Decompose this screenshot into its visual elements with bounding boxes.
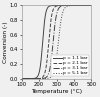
p = 3.1 bar: [89, 5, 90, 6]
Line: p = 5.1 bar: p = 5.1 bar: [22, 5, 92, 79]
p = 1.1 bar: [55, 5, 56, 6]
p = 5.1 bar: [55, 64, 56, 65]
Y-axis label: Conversion (-): Conversion (-): [4, 21, 8, 63]
p = 1.1 bar: [25, 78, 26, 79]
p = 3.1 bar: [76, 5, 77, 6]
Legend: p = 1.1 bar, p = 2.1 bar, p = 3.1 bar, p = 5.1 bar: p = 1.1 bar, p = 2.1 bar, p = 3.1 bar, p…: [51, 55, 89, 76]
p = 2.1 bar: [91, 5, 92, 6]
p = 5.1 bar: [25, 78, 26, 79]
p = 1.1 bar: [89, 5, 90, 6]
p = 5.1 bar: [21, 78, 22, 79]
p = 2.1 bar: [89, 5, 90, 6]
p = 3.1 bar: [55, 19, 56, 20]
p = 3.1 bar: [53, 34, 54, 36]
X-axis label: Temperature (°C): Temperature (°C): [31, 89, 82, 94]
p = 3.1 bar: [21, 78, 22, 79]
p = 1.1 bar: [89, 5, 90, 6]
p = 5.1 bar: [89, 5, 90, 6]
p = 5.1 bar: [76, 5, 77, 6]
Line: p = 1.1 bar: p = 1.1 bar: [22, 5, 92, 79]
p = 1.1 bar: [21, 78, 22, 79]
p = 2.1 bar: [25, 78, 26, 79]
p = 2.1 bar: [76, 5, 77, 6]
p = 5.1 bar: [53, 72, 54, 73]
p = 1.1 bar: [91, 5, 92, 6]
p = 2.1 bar: [53, 8, 54, 9]
p = 2.1 bar: [55, 6, 56, 7]
p = 3.1 bar: [91, 5, 92, 6]
p = 2.1 bar: [89, 5, 90, 6]
p = 1.1 bar: [53, 5, 54, 6]
p = 3.1 bar: [89, 5, 90, 6]
Line: p = 3.1 bar: p = 3.1 bar: [22, 5, 92, 79]
Line: p = 2.1 bar: p = 2.1 bar: [22, 5, 92, 79]
p = 1.1 bar: [76, 5, 77, 6]
p = 3.1 bar: [25, 78, 26, 79]
p = 1.1 bar: [91, 5, 92, 6]
p = 5.1 bar: [91, 5, 92, 6]
p = 5.1 bar: [89, 5, 90, 6]
p = 2.1 bar: [21, 78, 22, 79]
